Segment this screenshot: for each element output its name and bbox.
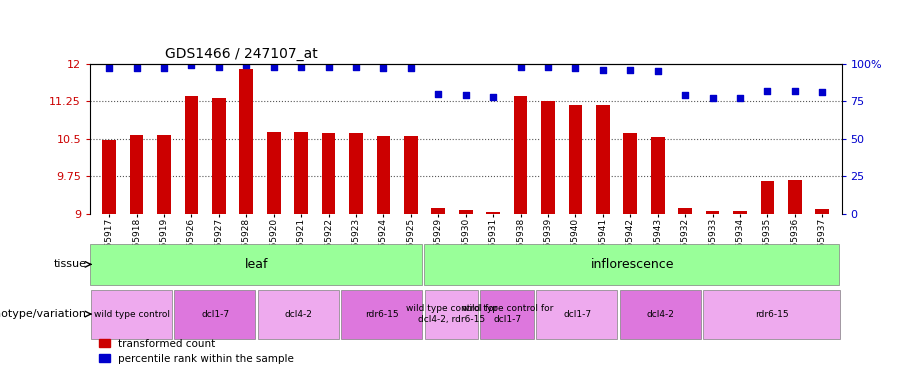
Bar (734, 211, 747, 214)
Bar (424, 244, 839, 285)
Bar (815, 209, 829, 214)
Bar (130, 135, 143, 214)
Bar (459, 210, 472, 214)
Text: genotype/variation: genotype/variation (0, 309, 86, 319)
Point (568, 65, 582, 71)
Bar (341, 290, 422, 339)
Point (788, 88, 802, 94)
Point (623, 67, 637, 73)
Point (815, 89, 830, 95)
Bar (596, 105, 609, 214)
Text: leaf: leaf (245, 258, 269, 271)
Bar (760, 181, 774, 214)
Text: wild type control for
dcl1-7: wild type control for dcl1-7 (462, 304, 554, 324)
Bar (239, 69, 253, 214)
Bar (425, 290, 478, 339)
Bar (569, 105, 582, 214)
Text: rdr6-15: rdr6-15 (755, 310, 788, 319)
Bar (481, 290, 534, 339)
Bar (619, 290, 701, 339)
Point (130, 65, 144, 71)
Point (431, 91, 446, 97)
Point (184, 62, 199, 68)
Text: dcl1-7: dcl1-7 (202, 310, 230, 319)
Legend: transformed count, percentile rank within the sample: transformed count, percentile rank withi… (95, 334, 298, 368)
Point (706, 95, 720, 101)
Bar (322, 133, 336, 214)
Point (651, 68, 665, 74)
Point (239, 62, 254, 68)
Bar (404, 136, 418, 214)
Text: GDS1466 / 247107_at: GDS1466 / 247107_at (166, 47, 318, 62)
Text: tissue: tissue (53, 260, 86, 269)
Bar (703, 290, 840, 339)
Bar (257, 290, 339, 339)
Bar (90, 244, 422, 285)
Point (321, 64, 336, 70)
Text: dcl4-2: dcl4-2 (284, 310, 312, 319)
Bar (103, 140, 116, 214)
Bar (706, 211, 719, 214)
Bar (431, 208, 446, 214)
Bar (91, 290, 172, 339)
Bar (349, 133, 363, 214)
Point (349, 64, 364, 70)
Text: rdr6-15: rdr6-15 (365, 310, 399, 319)
Point (102, 65, 116, 71)
Point (596, 67, 610, 73)
Text: dcl1-7: dcl1-7 (563, 310, 591, 319)
Point (157, 65, 171, 71)
Bar (486, 212, 500, 214)
Point (760, 88, 775, 94)
Point (459, 92, 473, 98)
Bar (651, 137, 664, 214)
Point (266, 64, 281, 70)
Text: wild type control: wild type control (94, 310, 170, 319)
Bar (536, 290, 617, 339)
Bar (376, 136, 391, 214)
Point (678, 92, 692, 98)
Bar (175, 290, 256, 339)
Bar (624, 133, 637, 214)
Bar (212, 98, 226, 214)
Text: inflorescence: inflorescence (591, 258, 674, 271)
Bar (267, 132, 281, 214)
Point (733, 95, 747, 101)
Bar (514, 96, 527, 214)
Text: wild type control for
dcl4-2, rdr6-15: wild type control for dcl4-2, rdr6-15 (406, 304, 498, 324)
Bar (184, 96, 198, 214)
Point (404, 65, 419, 71)
Point (486, 94, 500, 100)
Text: dcl4-2: dcl4-2 (646, 310, 674, 319)
Point (513, 64, 527, 70)
Bar (294, 132, 308, 214)
Point (212, 64, 226, 70)
Point (541, 64, 555, 70)
Bar (679, 208, 692, 214)
Bar (788, 180, 802, 214)
Point (376, 65, 391, 71)
Bar (158, 135, 171, 214)
Bar (541, 101, 555, 214)
Point (294, 64, 309, 70)
